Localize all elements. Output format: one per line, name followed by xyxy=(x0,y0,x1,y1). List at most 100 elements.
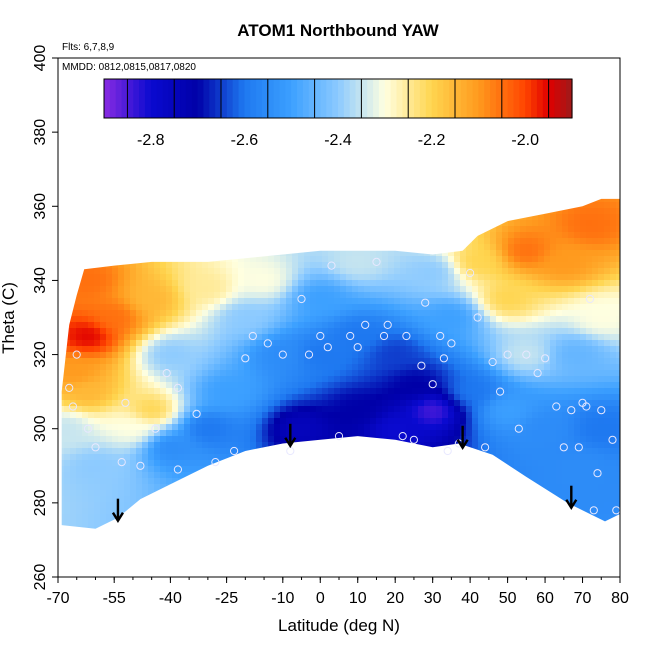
heatmap-cell xyxy=(352,190,358,196)
heatmap-cell xyxy=(118,472,124,478)
heatmap-cell xyxy=(334,190,340,196)
heatmap-cell xyxy=(304,244,310,250)
heatmap-cell xyxy=(274,130,280,136)
heatmap-cell xyxy=(334,556,340,562)
heatmap-cell xyxy=(364,358,370,364)
heatmap-cell xyxy=(226,118,232,124)
heatmap-cell xyxy=(244,198,250,202)
heatmap-cell xyxy=(64,514,70,520)
heatmap-cell xyxy=(124,430,130,436)
heatmap-cell xyxy=(346,154,352,160)
heatmap-cell xyxy=(172,382,178,388)
heatmap-cell xyxy=(124,478,130,484)
heatmap-cell xyxy=(280,460,286,466)
heatmap-cell xyxy=(130,556,136,562)
heatmap-cell xyxy=(82,316,88,322)
heatmap-cell xyxy=(142,286,148,292)
heatmap-cell xyxy=(400,268,406,274)
heatmap-cell xyxy=(148,160,154,166)
heatmap-cell xyxy=(394,232,400,238)
heatmap-cell xyxy=(352,148,358,154)
heatmap-cell xyxy=(322,412,328,418)
heatmap-cell xyxy=(214,166,220,172)
heatmap-cell xyxy=(268,352,274,358)
heatmap-cell xyxy=(88,466,94,472)
heatmap-cell xyxy=(130,316,136,322)
heatmap-cell xyxy=(76,472,82,478)
heatmap-cell xyxy=(364,472,370,478)
heatmap-cell xyxy=(94,292,100,298)
heatmap-cell xyxy=(61,412,64,418)
heatmap-cell xyxy=(394,280,400,286)
heatmap-cell xyxy=(358,166,364,172)
heatmap-cell xyxy=(64,118,70,124)
heatmap-cell xyxy=(310,382,316,388)
heatmap-cell xyxy=(172,124,178,130)
heatmap-cell xyxy=(322,220,328,226)
heatmap-cell xyxy=(226,154,232,160)
heatmap-cell xyxy=(124,310,130,316)
heatmap-cell xyxy=(280,388,286,394)
heatmap-cell xyxy=(184,466,190,472)
heatmap-cell xyxy=(280,238,286,244)
heatmap-cell xyxy=(244,250,250,256)
heatmap-cell xyxy=(304,556,310,562)
heatmap-cell xyxy=(208,64,214,70)
heatmap-cell xyxy=(286,484,292,490)
heatmap-cell xyxy=(154,118,160,124)
heatmap-cell xyxy=(328,262,334,268)
heatmap-cell xyxy=(394,226,400,232)
heatmap-cell xyxy=(262,448,268,454)
heatmap-cell xyxy=(148,268,154,274)
heatmap-cell xyxy=(196,328,202,334)
heatmap-cell xyxy=(274,382,280,388)
heatmap-cell xyxy=(334,460,340,466)
heatmap-cell xyxy=(70,292,76,298)
heatmap-cell xyxy=(76,538,82,544)
heatmap-cell xyxy=(154,124,160,130)
heatmap-cell xyxy=(214,418,220,424)
heatmap-cell xyxy=(94,406,100,412)
heatmap-cell xyxy=(106,268,112,274)
heatmap-cell xyxy=(262,142,268,148)
heatmap-cell xyxy=(262,166,268,172)
heatmap-cell xyxy=(208,274,214,280)
heatmap-cell xyxy=(334,220,340,226)
heatmap-cell xyxy=(274,154,280,160)
heatmap-cell xyxy=(124,358,130,364)
heatmap-cell xyxy=(268,346,274,352)
heatmap-cell xyxy=(280,160,286,166)
heatmap-cell xyxy=(220,238,226,244)
heatmap-cell xyxy=(364,70,370,76)
heatmap-cell xyxy=(340,364,346,370)
heatmap-cell xyxy=(220,352,226,358)
heatmap-cell xyxy=(292,556,298,562)
heatmap-cell xyxy=(160,232,166,238)
heatmap-cell xyxy=(88,460,94,466)
heatmap-cell xyxy=(388,340,394,346)
heatmap-cell xyxy=(136,454,142,460)
heatmap-cell xyxy=(226,190,232,196)
heatmap-cell xyxy=(310,550,316,556)
heatmap-cell xyxy=(316,466,322,472)
heatmap-cell xyxy=(394,562,400,568)
heatmap-cell xyxy=(220,58,226,64)
heatmap-cell xyxy=(61,388,64,394)
heatmap-cell xyxy=(112,394,118,400)
heatmap-cell xyxy=(154,292,160,298)
heatmap-cell xyxy=(322,304,328,310)
heatmap-cell xyxy=(118,232,124,238)
heatmap-cell xyxy=(130,490,136,496)
heatmap-cell xyxy=(280,64,286,70)
heatmap-cell xyxy=(190,460,196,466)
heatmap-cell xyxy=(262,226,268,232)
heatmap-cell xyxy=(184,568,190,574)
heatmap-cell xyxy=(184,346,190,352)
heatmap-cell xyxy=(316,118,322,124)
heatmap-cell xyxy=(88,418,94,424)
heatmap-cell xyxy=(70,198,76,202)
heatmap-cell xyxy=(214,208,220,214)
heatmap-cell xyxy=(328,124,334,130)
heatmap-cell xyxy=(178,352,184,358)
heatmap-cell xyxy=(124,526,130,529)
